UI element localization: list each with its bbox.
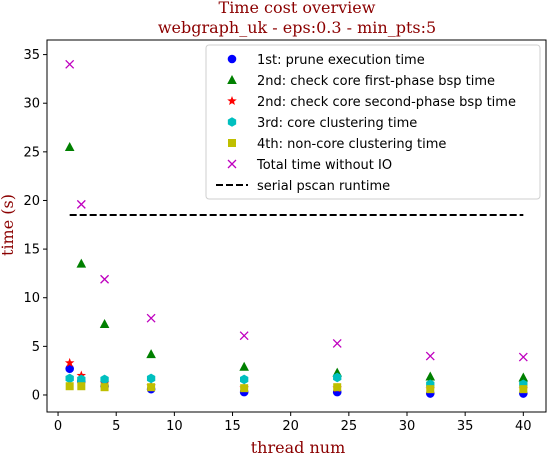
- data-point: [77, 382, 86, 391]
- legend-label: 1st: prune execution time: [257, 53, 425, 68]
- data-point: [147, 383, 156, 392]
- axes: 0 5 10 15 20 25 30 35 40 0 5 10 15 20 25 30 35: [23, 39, 547, 434]
- legend-label: serial pscan runtime: [257, 179, 390, 194]
- data-point: [64, 357, 75, 367]
- y-tick-label: 5: [32, 340, 40, 355]
- data-point: [425, 371, 436, 381]
- y-tick-label: 25: [23, 145, 40, 160]
- legend-label: 2nd: check core first-phase bsp time: [257, 74, 495, 89]
- data-point: [333, 383, 342, 392]
- x-tick-label: 35: [457, 419, 474, 434]
- legend: 1st: prune execution time 2nd: check core…: [205, 44, 541, 200]
- data-point: [518, 352, 528, 362]
- x-tick-label: 15: [224, 419, 241, 434]
- y-tick-label: 35: [23, 48, 40, 63]
- plot-marks: [64, 59, 529, 398]
- legend-swatch: [227, 96, 237, 106]
- series-3: [64, 357, 529, 394]
- data-point: [64, 141, 75, 151]
- data-point: [65, 59, 75, 69]
- data-point: [99, 318, 110, 328]
- data-point: [76, 258, 87, 268]
- data-point: [332, 338, 342, 348]
- x-tick-label: 20: [282, 419, 299, 434]
- legend-label: 4th: non-core clustering time: [257, 137, 446, 152]
- series-4: [65, 372, 528, 390]
- series-1: [65, 364, 528, 398]
- data-point: [239, 361, 249, 371]
- legend-swatch: [227, 75, 237, 84]
- legend-swatch: [228, 139, 236, 147]
- data-point: [425, 351, 435, 361]
- y-tick-label: 15: [23, 243, 40, 258]
- data-point: [77, 374, 86, 385]
- data-point: [519, 385, 528, 394]
- data-point: [426, 385, 435, 394]
- legend-swatch: [227, 159, 237, 169]
- chart-title: Time cost overview: [219, 0, 376, 17]
- data-point: [65, 373, 74, 384]
- data-point: [333, 372, 342, 383]
- y-tick-label: 20: [23, 194, 40, 209]
- legend-label: Total time without IO: [256, 158, 392, 173]
- y-tick-label: 30: [23, 97, 40, 112]
- x-tick-label: 40: [515, 419, 532, 434]
- data-point: [100, 374, 109, 385]
- data-point: [240, 374, 249, 385]
- series-5: [65, 382, 528, 394]
- x-axis-title: thread num: [251, 438, 346, 456]
- plot-frame: [46, 39, 547, 413]
- y-tick-label: 0: [32, 388, 40, 403]
- data-point: [100, 274, 110, 284]
- data-point: [146, 349, 156, 359]
- data-point: [76, 199, 86, 209]
- x-tick-label: 10: [166, 419, 183, 434]
- data-point: [518, 372, 529, 382]
- data-point: [65, 382, 74, 391]
- x-tick-label: 25: [341, 419, 358, 434]
- series-6: [65, 59, 528, 362]
- data-point: [146, 313, 156, 323]
- data-point: [100, 383, 109, 392]
- data-point: [240, 384, 249, 393]
- x-tick-label: 30: [399, 419, 416, 434]
- y-axis-title: time (s): [0, 194, 17, 256]
- x-tick-label: 0: [54, 419, 62, 434]
- x-tick-label: 5: [112, 419, 120, 434]
- y-tick-label: 10: [23, 291, 40, 306]
- data-point: [65, 364, 74, 374]
- legend-swatch: [227, 117, 237, 127]
- legend-label: 3rd: core clustering time: [257, 116, 417, 131]
- legend-swatch: [227, 54, 237, 64]
- legend-frame: [205, 44, 541, 200]
- data-point: [239, 331, 249, 341]
- legend-label: 2nd: check core second-phase bsp time: [257, 95, 516, 110]
- chart-subtitle: webgraph_uk - eps:0.3 - min_pts:5: [158, 18, 436, 37]
- data-point: [146, 373, 156, 384]
